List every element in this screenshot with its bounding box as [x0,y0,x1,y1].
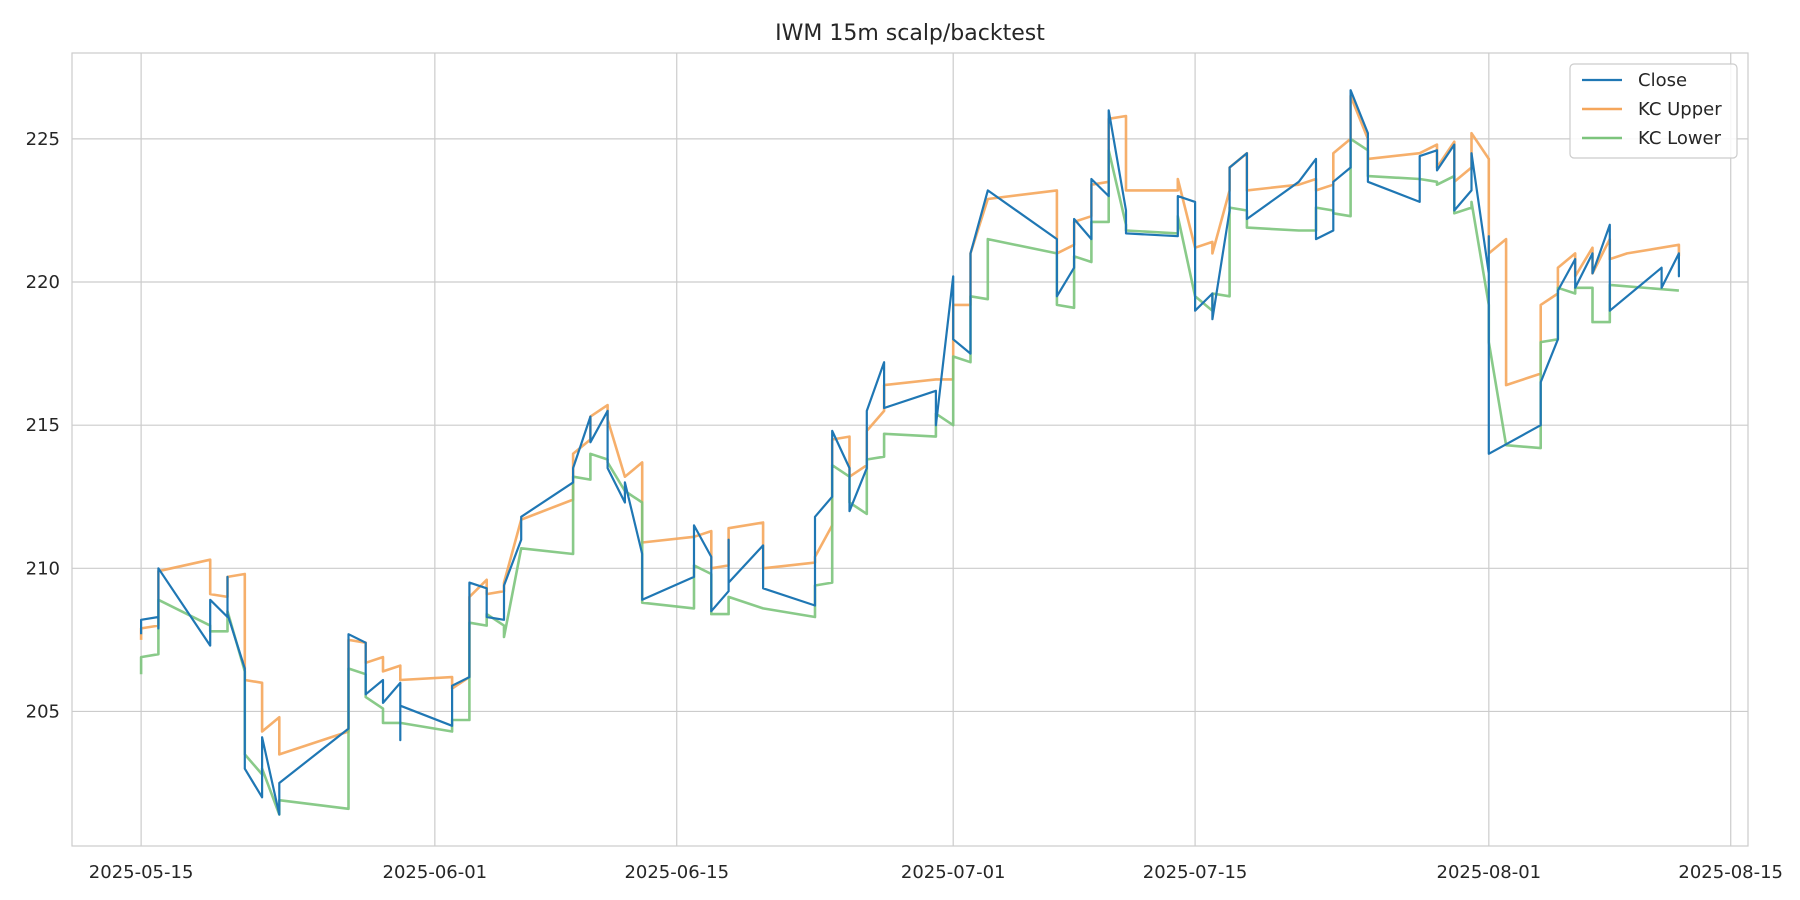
legend-entry: KC Lower [1638,128,1722,149]
series-layer [139,89,1681,816]
chart-title: IWM 15m scalp/backtest [775,21,1045,46]
legend-entry: Close [1638,70,1687,91]
x-axis-ticks: 2025-05-15 2025-06-01 2025-06-15 2025-07-01… [89,862,1783,883]
plot-frame [71,52,1749,847]
legend-entry: KC Upper [1638,99,1722,120]
x-tick-label: 2025-06-01 [383,862,488,883]
x-tick-label: 2025-06-15 [624,862,729,883]
y-axis-ticks: 205 210 215 220 225 [26,129,60,723]
x-tick-label: 2025-08-15 [1678,862,1783,883]
y-tick-label: 215 [26,415,60,436]
series-line-close [140,89,1681,816]
series-line-kc-lower [139,137,1680,816]
x-tick-label: 2025-07-01 [901,862,1006,883]
y-tick-label: 210 [26,558,60,579]
legend-box [1569,63,1738,159]
legend: Close KC Upper KC Lower [1569,63,1738,159]
y-tick-label: 220 [26,272,60,293]
y-tick-label: 225 [26,129,60,150]
x-tick-label: 2025-05-15 [89,862,194,883]
x-tick-label: 2025-07-15 [1143,862,1248,883]
y-tick-label: 205 [26,701,60,722]
x-tick-label: 2025-08-01 [1437,862,1542,883]
